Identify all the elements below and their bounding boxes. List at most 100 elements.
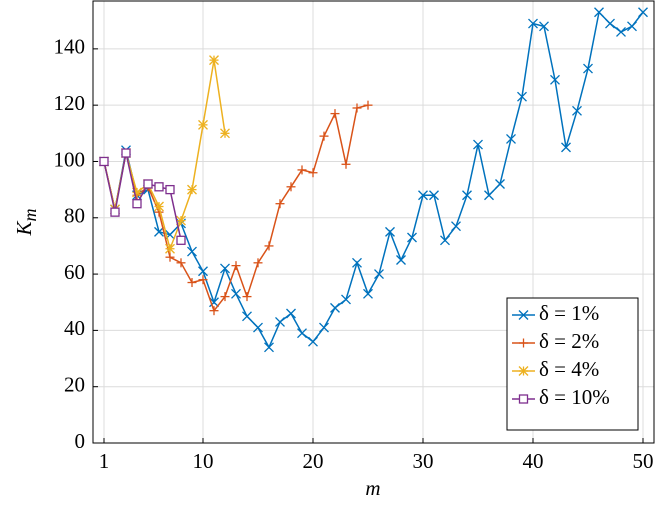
marker [220,292,230,302]
marker-stroke [297,328,307,339]
x-tick-label: 50 [633,449,654,473]
marker [220,128,230,139]
marker-stroke [209,297,219,308]
marker [121,148,131,158]
marker [187,278,197,288]
marker-square [99,156,109,167]
marker [264,241,274,251]
marker-stroke [484,190,494,201]
marker [506,133,516,144]
marker [352,257,362,268]
y-tick-label: 120 [54,91,86,115]
marker-stroke [253,322,263,333]
marker-stroke [440,235,450,246]
marker [231,288,241,299]
marker [154,182,164,192]
marker-stroke [518,310,529,320]
marker-stroke [506,133,516,144]
marker-stroke [242,311,252,322]
marker [99,156,109,167]
x-tick-label: 20 [303,449,324,473]
marker-stroke [418,190,428,201]
marker-square [154,182,164,192]
marker-stroke [407,232,417,243]
marker [275,316,285,327]
marker-stroke [561,142,571,153]
legend-label: δ = 2% [539,329,599,353]
marker-stroke [198,119,208,130]
marker-stroke [132,187,142,198]
marker-stroke [154,201,164,212]
marker [165,243,175,254]
marker-stroke [528,18,538,29]
x-tick-label: 30 [413,449,434,473]
marker [231,261,241,271]
marker [363,100,373,110]
marker-stroke [518,366,529,376]
marker [143,179,153,189]
y-label-sub: m [20,208,40,221]
marker [319,322,329,333]
marker-square [143,179,153,189]
marker-stroke [583,63,593,74]
marker [638,7,648,18]
marker [253,258,263,268]
marker [297,328,307,339]
marker [583,63,593,74]
x-tick-label: 1 [99,449,110,473]
marker [176,258,186,268]
marker [561,142,571,153]
marker-stroke [154,226,164,237]
marker-stroke [473,139,483,150]
marker-stroke [198,266,208,277]
marker [110,207,120,217]
marker [594,7,604,18]
marker [462,190,472,201]
marker-stroke [374,269,384,280]
marker [330,302,340,313]
marker [418,190,428,201]
marker-stroke [275,316,285,327]
marker-stroke [352,257,362,268]
marker [209,297,219,308]
marker [341,294,351,305]
marker-stroke [385,226,395,237]
marker [198,119,208,130]
y-label-main: K [12,221,36,237]
marker [518,310,529,320]
marker-stroke [231,288,241,299]
marker-stroke [451,221,461,232]
marker-stroke [517,91,527,102]
marker [385,226,395,237]
marker [528,18,538,29]
marker [518,394,529,404]
marker [297,165,307,175]
marker [154,201,164,212]
marker-stroke [572,105,582,116]
legend-box [506,297,639,431]
marker [495,179,505,189]
marker [308,336,318,347]
marker [517,91,527,102]
marker [374,269,384,280]
marker [209,306,219,316]
marker-stroke [220,263,230,274]
marker [165,252,175,262]
marker-stroke [286,308,296,319]
plot-frame [92,0,655,444]
marker [242,311,252,322]
marker [319,131,329,141]
marker [627,21,637,32]
marker [264,342,274,353]
legend-label: δ = 1% [539,301,599,325]
marker-stroke [396,255,406,265]
legend-label: δ = 10% [539,385,610,409]
y-tick-label: 80 [64,204,85,228]
x-axis-label: m [365,476,380,500]
series-line [103,152,182,241]
marker-stroke [187,184,197,195]
marker [286,308,296,319]
marker-stroke [264,342,274,353]
marker-square [165,184,175,195]
y-tick-label: 0 [75,429,86,453]
